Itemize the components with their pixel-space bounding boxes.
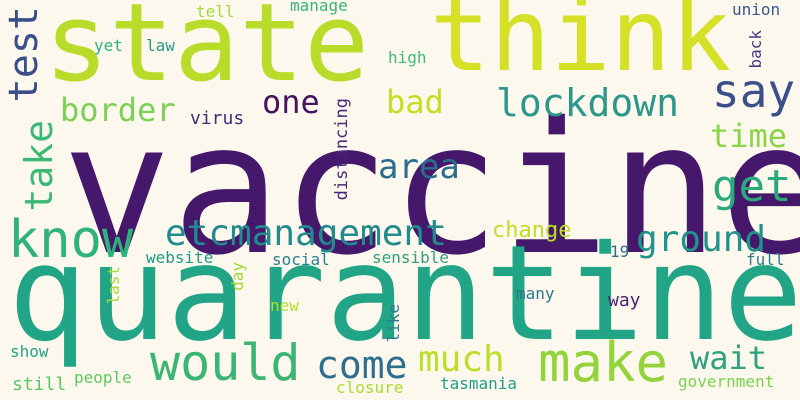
word-new: new — [270, 296, 299, 315]
word-high: high — [388, 48, 427, 67]
word-time: time — [710, 117, 788, 155]
word-virus: virus — [190, 108, 245, 129]
word-know: know — [8, 210, 134, 270]
word-quarantine: quarantine — [8, 217, 800, 371]
word-border: border — [60, 91, 176, 129]
word-like: like — [384, 304, 403, 343]
word-lockdown: lockdown — [496, 81, 680, 125]
word-full: full — [746, 250, 785, 269]
word-one: one — [262, 83, 320, 121]
word-government: government — [678, 372, 775, 391]
word-manage: manage — [290, 0, 348, 15]
word-show: show — [10, 342, 49, 361]
word-much: much — [418, 339, 505, 380]
word-get: get — [712, 161, 792, 212]
word-wait: wait — [690, 339, 768, 377]
word-last: last — [104, 266, 123, 305]
word-state: state — [44, 0, 370, 106]
word-day: day — [228, 262, 247, 291]
word-people: people — [74, 368, 132, 387]
word-bad: bad — [386, 83, 444, 121]
word-make: make — [538, 331, 669, 394]
word-ground: ground — [636, 219, 767, 260]
word-law: law — [146, 36, 175, 55]
word-think: think — [430, 0, 732, 94]
word-distancing: distancing — [332, 98, 352, 201]
word-19: 19 — [610, 242, 630, 261]
word-vaccine: vaccine — [62, 83, 800, 295]
word-website: website — [146, 248, 214, 267]
word-still: still — [12, 374, 67, 395]
word-would: would — [150, 334, 301, 392]
word-many: many — [516, 284, 555, 303]
word-union: union — [732, 0, 781, 19]
word-tell: tell — [196, 2, 235, 21]
word-closure: closure — [336, 378, 404, 397]
word-way: way — [608, 290, 641, 311]
word-test: test — [1, 6, 47, 103]
word-yet: yet — [94, 36, 123, 55]
word-say: say — [712, 64, 796, 118]
word-come: come — [316, 343, 408, 387]
word-etcmanagement: etcmanagement — [165, 213, 447, 254]
word-tasmania: tasmania — [440, 374, 518, 393]
word-take: take — [17, 120, 61, 212]
word-social: social — [272, 250, 330, 269]
word-change: change — [492, 218, 572, 243]
word-back: back — [746, 30, 765, 69]
word-sensible: sensible — [372, 248, 450, 267]
word-area: area — [378, 147, 460, 187]
